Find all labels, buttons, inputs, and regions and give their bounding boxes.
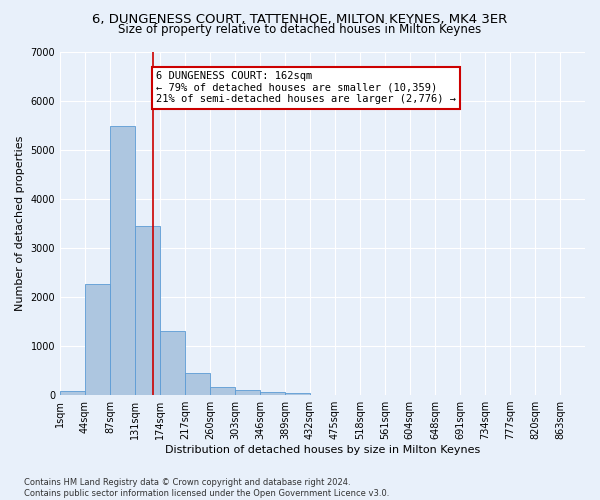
- Bar: [235, 390, 260, 395]
- Bar: [136, 226, 160, 395]
- X-axis label: Distribution of detached houses by size in Milton Keynes: Distribution of detached houses by size …: [165, 445, 480, 455]
- Bar: [110, 126, 135, 395]
- Bar: [260, 392, 285, 395]
- Text: Size of property relative to detached houses in Milton Keynes: Size of property relative to detached ho…: [118, 22, 482, 36]
- Y-axis label: Number of detached properties: Number of detached properties: [15, 136, 25, 311]
- Bar: [160, 331, 185, 395]
- Bar: [285, 393, 310, 395]
- Text: 6, DUNGENESS COURT, TATTENHOE, MILTON KEYNES, MK4 3ER: 6, DUNGENESS COURT, TATTENHOE, MILTON KE…: [92, 12, 508, 26]
- Text: Contains HM Land Registry data © Crown copyright and database right 2024.
Contai: Contains HM Land Registry data © Crown c…: [24, 478, 389, 498]
- Bar: [60, 391, 85, 395]
- Bar: [85, 284, 110, 395]
- Bar: [185, 372, 210, 395]
- Bar: [210, 387, 235, 395]
- Text: 6 DUNGENESS COURT: 162sqm
← 79% of detached houses are smaller (10,359)
21% of s: 6 DUNGENESS COURT: 162sqm ← 79% of detac…: [157, 71, 457, 104]
